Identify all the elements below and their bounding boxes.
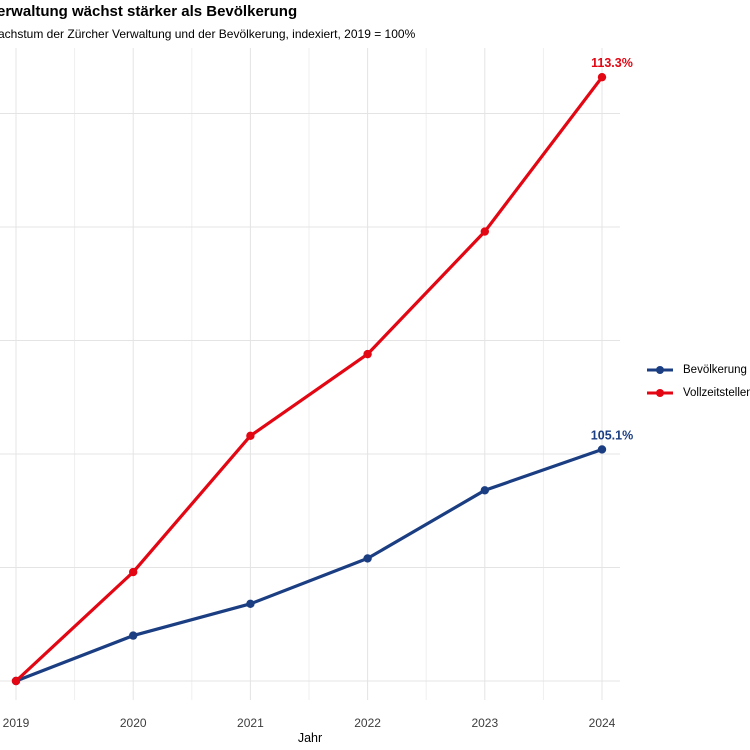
data-point [597,72,607,82]
legend-item-vollzeitstellen: Vollzeitstellen V [646,385,750,400]
legend-label: Vollzeitstellen V [683,386,750,399]
x-tick-label: 2020 [120,716,147,730]
data-point [11,676,21,686]
data-point [480,486,489,495]
legend: Bevölkerung Vollzeitstellen V [646,362,750,408]
x-tick-label: 2021 [237,716,264,730]
data-point [246,599,255,609]
data-point [363,554,372,563]
end-value-label: 105.1% [591,428,633,442]
series-line [14,447,604,683]
data-point [129,567,138,577]
data-point [597,445,607,454]
data-point [480,227,489,236]
x-tick-label: 2024 [589,716,616,730]
legend-label: Bevölkerung [683,363,747,376]
x-tick-label: 2023 [471,716,498,730]
legend-line-point-icon [647,365,673,374]
legend-line-point-icon [647,388,673,397]
data-point [246,431,255,441]
chart-subtitle: achstum der Zürcher Verwaltung und der B… [0,27,416,41]
end-value-label: 113.3% [591,56,633,70]
x-axis-title: Jahr [297,731,323,745]
x-tick-label: 2022 [354,716,381,730]
data-point [363,349,372,359]
legend-item-bevoelkerung: Bevölkerung [646,362,750,377]
x-tick-label: 2019 [3,716,30,730]
chart-title: erwaltung wächst stärker als Bevölkerung [0,3,298,20]
data-point [129,631,138,640]
series-line [14,75,604,683]
